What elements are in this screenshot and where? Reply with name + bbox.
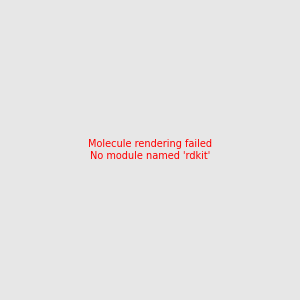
- Text: Molecule rendering failed
No module named 'rdkit': Molecule rendering failed No module name…: [88, 139, 212, 161]
